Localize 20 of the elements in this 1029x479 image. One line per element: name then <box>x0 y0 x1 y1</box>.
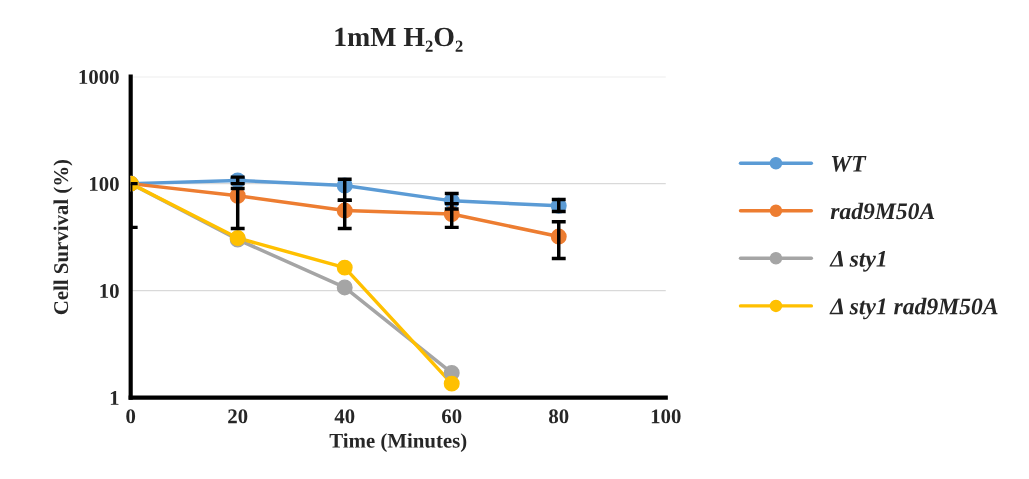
point <box>336 279 353 296</box>
y-tick-label: 10 <box>100 283 119 299</box>
x-tick-label: 20 <box>228 409 248 424</box>
point <box>443 375 460 392</box>
y-tick-label: 100 <box>89 176 119 192</box>
x-axis-title: Time (Minutes) <box>329 433 467 453</box>
x-tick-label: 40 <box>334 409 355 424</box>
y-axis-title: Cell Survival (%) <box>53 159 73 315</box>
legend-label: Δ sty1 <box>829 250 886 272</box>
x-tick-label: 100 <box>651 409 681 424</box>
x-tick-label: 0 <box>126 409 136 424</box>
y-tick-label: 1000 <box>79 70 119 85</box>
x-tick-label: 60 <box>442 409 462 424</box>
legend-label: Δ sty1 rad9M50A <box>829 297 998 320</box>
legend-label: rad9M50A <box>830 202 935 220</box>
y-tick-label: 1 <box>110 391 119 405</box>
legend-label: WT <box>831 156 867 172</box>
point <box>336 259 353 276</box>
chart-title: 1mM H₂O₂ <box>335 27 463 52</box>
x-tick-label: 80 <box>549 409 569 424</box>
